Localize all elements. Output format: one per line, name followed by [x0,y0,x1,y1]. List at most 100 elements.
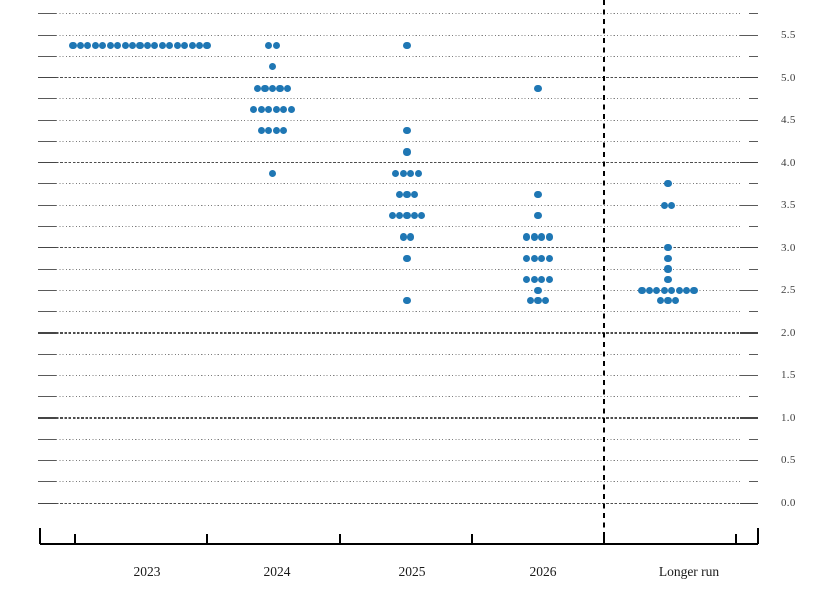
gridline-right-tick [749,140,758,142]
projection-dot [530,276,538,284]
gridline-left-tick [38,119,56,121]
projection-dot [166,42,174,50]
projection-dot [196,42,204,50]
projection-dot [181,42,189,50]
gridline-right-tick [740,332,758,334]
projection-dot [399,233,407,241]
gridline-major [38,502,758,504]
x-axis-tick [756,528,760,544]
x-axis-category-label: 2024 [263,564,291,579]
projection-dot [664,244,672,252]
projection-dot [523,233,531,241]
gridline-dots [56,247,740,249]
gridline-dotted [38,225,758,227]
gridline-major [38,332,758,334]
projection-dot [114,42,122,50]
y-axis-tick-label: 1.5 [781,369,796,382]
gridline-left-tick [38,289,56,291]
projection-dot [403,297,411,305]
y-axis-tick-label: 5.0 [781,71,796,84]
projection-dot [530,254,538,262]
gridline-dots [56,311,740,313]
projection-dot [121,42,129,50]
gridline-dotted [38,396,758,398]
gridline-dotted [38,13,758,15]
projection-dot [261,84,269,92]
gridline-right-tick [740,289,758,291]
projection-dot [268,63,277,71]
gridline-right-tick [740,77,758,79]
gridline-dots [56,98,740,100]
gridline-left-tick [38,225,56,227]
projection-dot [265,105,273,114]
gridline-left-tick [38,268,56,270]
projection-dot [656,297,665,305]
gridline-left-tick [38,98,56,100]
gridline-dots [56,183,740,185]
gridline-left-tick [38,34,56,36]
gridline-dotted [38,311,758,313]
projection-dot [526,297,535,305]
projection-dot [403,42,411,50]
gridline-left-tick [38,332,56,334]
gridline-right-tick [749,268,758,270]
x-axis-tick [471,534,473,544]
projection-dot [84,42,92,50]
projection-dot [668,286,676,294]
projection-dot [280,127,288,135]
gridline-dotted [38,140,758,142]
projection-dot [69,42,77,50]
gridline-dotted [38,459,758,461]
projection-dot [523,276,531,284]
gridline-right-tick [740,502,758,504]
projection-dot [392,169,400,177]
gridline-major [38,417,758,419]
gridline-right-tick [749,438,758,440]
projection-dot [534,212,542,220]
projection-dot [545,276,553,284]
gridline-right-tick [749,481,758,483]
gridline-dots [56,140,740,142]
x-axis-category-label: 2025 [398,564,426,579]
projection-dot [534,286,542,294]
projection-dot [638,286,646,294]
x-axis-category-label: Longer run [658,564,720,579]
projection-dot [76,42,84,50]
projection-dot [403,127,411,135]
projection-dot [653,286,661,294]
gridline-dots [56,162,740,164]
gridline-dotted [38,481,758,483]
x-axis-tick [603,534,605,544]
gridline-dots [56,55,740,57]
gridline-left-tick [38,353,56,355]
projection-dot [545,233,553,241]
projection-dot [523,254,531,262]
projection-dot [664,265,672,273]
projection-dot [280,105,288,114]
projection-dot [675,286,683,294]
projection-dot [664,254,672,262]
gridline-major [38,247,758,249]
projection-dot [403,212,411,220]
y-axis-tick-label: 3.0 [781,241,796,254]
gridline-left-tick [38,77,56,79]
gridline-right-tick [740,162,758,164]
projection-dot [407,233,415,241]
gridline-right-tick [740,417,758,419]
gridline-dots [56,332,740,334]
gridline-dots [56,289,740,291]
projection-dot [414,169,422,177]
projection-dot [272,127,280,135]
projection-dot [538,276,546,284]
longer-run-separator-line [603,0,605,543]
gridline-right-tick [749,55,758,57]
y-axis-tick-label: 2.5 [781,284,796,297]
gridline-dotted [38,289,758,291]
projection-dot [265,42,273,50]
gridline-left-tick [38,459,56,461]
projection-dot [403,148,411,156]
projection-dot [106,42,114,50]
gridline-left-tick [38,183,56,185]
gridline-dots [56,204,740,206]
gridline-dotted [38,34,758,36]
